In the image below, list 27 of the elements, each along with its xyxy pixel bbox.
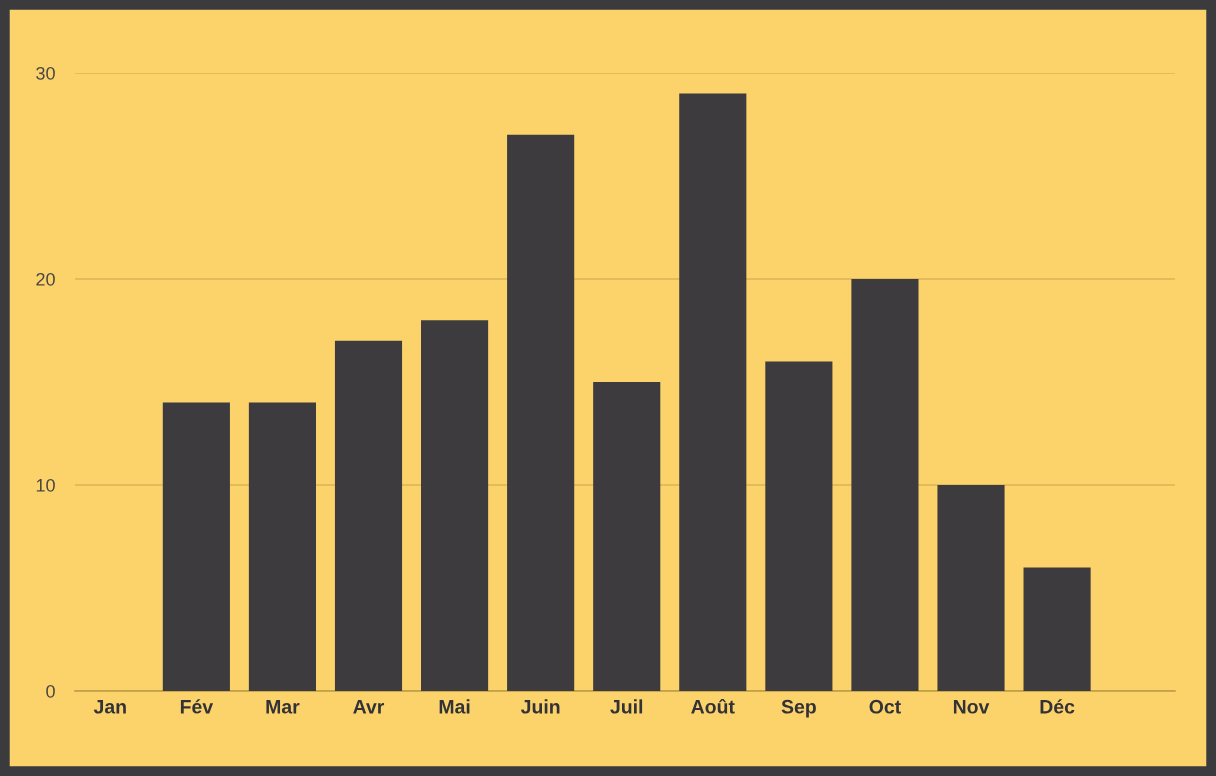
y-tick-label: 0 <box>46 684 55 698</box>
x-tick-label: Mar <box>266 700 300 714</box>
x-tick-label: Oct <box>869 699 901 714</box>
bar <box>851 279 919 691</box>
bar <box>421 320 489 691</box>
y-tick-label: 10 <box>36 478 55 492</box>
x-tick-label: Juin <box>520 699 560 714</box>
x-tick-label: Fév <box>180 699 214 714</box>
x-tick-label: Déc <box>1040 699 1075 714</box>
bar <box>679 93 747 691</box>
x-tick-label: Nov <box>953 700 990 714</box>
bar <box>507 134 575 691</box>
y-tick-label: 20 <box>36 272 55 286</box>
x-tick-label: Mai <box>439 699 470 714</box>
bar <box>937 485 1005 691</box>
x-tick-label: Juil <box>610 699 643 714</box>
bar <box>162 402 230 691</box>
x-tick-label: Avr <box>353 700 385 714</box>
bar <box>765 361 833 691</box>
y-tick-label: 30 <box>36 66 55 80</box>
bar <box>334 340 403 691</box>
x-tick-label: Août <box>691 698 735 714</box>
x-tick-label: Jan <box>93 700 126 714</box>
bar <box>593 382 661 691</box>
bar <box>1023 567 1091 691</box>
bar <box>248 402 316 691</box>
x-tick-label: Sep <box>781 699 816 718</box>
